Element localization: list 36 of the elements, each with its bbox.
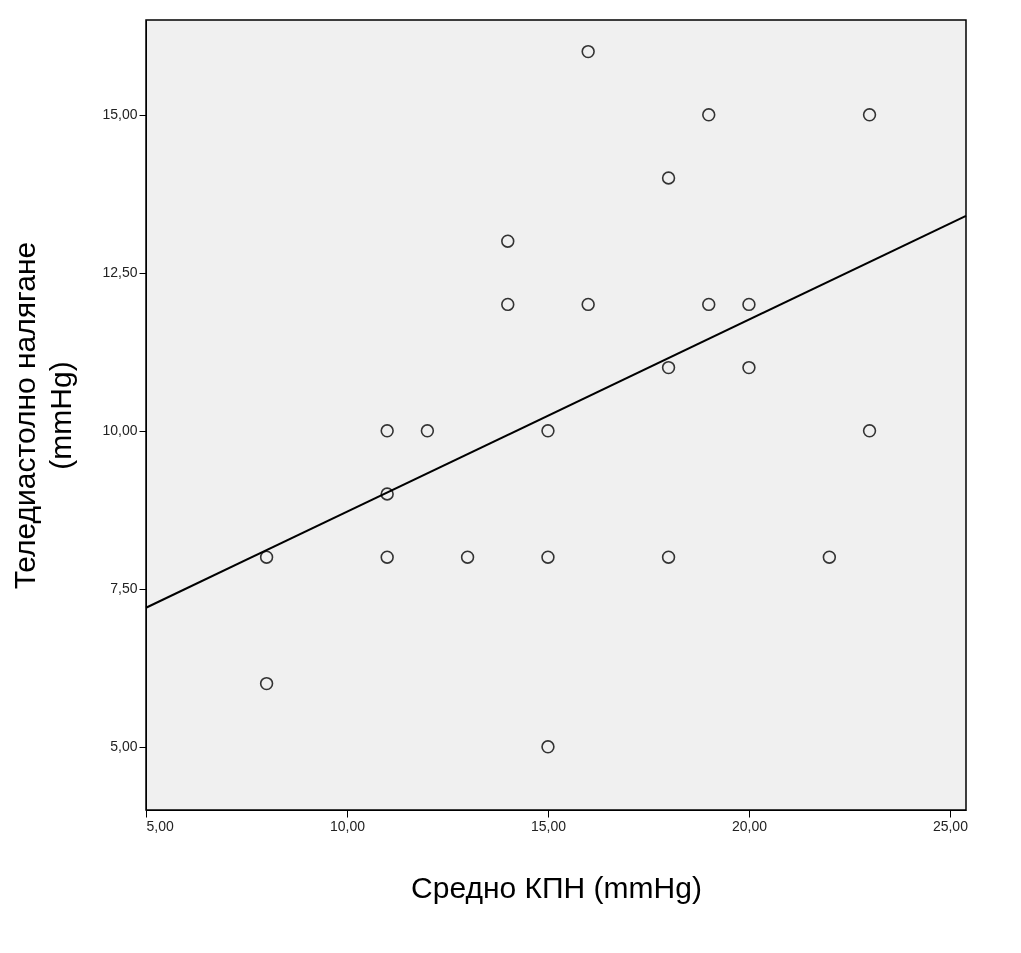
point [541,424,555,438]
point [661,171,676,185]
point [581,44,595,59]
point [541,740,555,754]
point [380,550,394,564]
point [702,297,716,312]
point [259,676,274,691]
point [822,550,837,564]
point [259,550,274,564]
point [862,108,877,122]
point [380,487,394,501]
y-tick-label: 7,50 [110,580,138,597]
x-tick-label: 25,00 [932,817,969,834]
y-tick-label: 12,50 [102,264,138,281]
point [380,424,394,438]
point [501,234,515,248]
x-tick-label: 5,00 [146,817,174,834]
point [420,424,435,438]
point [862,424,877,438]
point [661,550,676,564]
point [742,297,756,312]
x-tick-label: 15,00 [530,817,567,834]
point [742,360,756,375]
point [661,360,676,375]
y-tick-label: 15,00 [102,106,138,123]
point [460,550,475,564]
x-tick-label: 20,00 [731,817,768,834]
x-axis-title: Средно КПН (mmHg) [411,870,702,904]
y-axis-title: Теледиастолно налягане (mmHg) [8,241,78,590]
y-tick-label: 10,00 [102,422,138,439]
point [501,297,515,312]
x-tick-label: 10,00 [329,817,366,834]
point [541,550,555,564]
point [581,297,595,312]
y-tick-label: 5,00 [110,738,138,755]
point [702,108,716,122]
